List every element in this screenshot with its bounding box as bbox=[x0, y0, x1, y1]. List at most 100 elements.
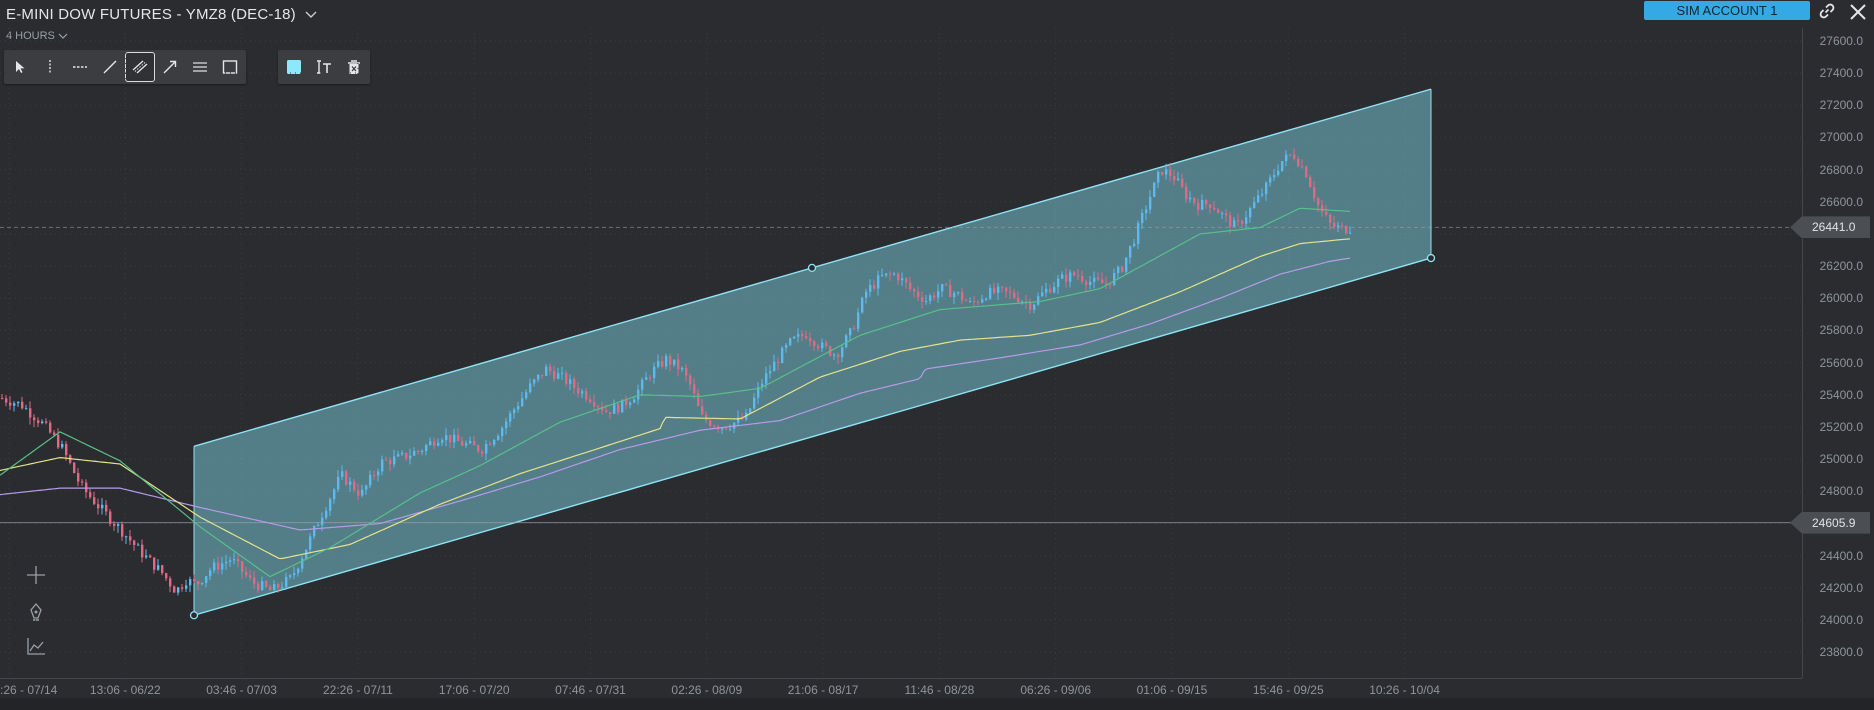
candle-body bbox=[693, 384, 696, 394]
candle-body bbox=[597, 406, 600, 408]
candle-body bbox=[1341, 225, 1344, 227]
price-chart[interactable] bbox=[0, 28, 1802, 678]
time-tick-label: 10:26 - 10/04 bbox=[1369, 683, 1440, 697]
crosshair-tool[interactable] bbox=[24, 563, 48, 587]
candle-body bbox=[513, 409, 516, 414]
candle-body bbox=[341, 471, 344, 477]
candle-body bbox=[45, 421, 48, 423]
candle-body bbox=[617, 404, 620, 413]
candle-body bbox=[685, 367, 688, 376]
candle-body bbox=[361, 489, 364, 496]
candle-body bbox=[241, 561, 244, 573]
candle-body bbox=[61, 444, 64, 448]
candle-body bbox=[553, 371, 556, 379]
candle-body bbox=[213, 562, 216, 571]
candle-body bbox=[225, 561, 228, 564]
candle-body bbox=[165, 573, 168, 579]
timeframe-selector[interactable]: 4 HOURS bbox=[6, 30, 68, 42]
price-scale[interactable]: 23800.024000.024200.024400.024600.024800… bbox=[1802, 28, 1874, 678]
candle-body bbox=[385, 459, 388, 461]
candle-body bbox=[141, 544, 144, 558]
instrument-selector[interactable]: E-MINI DOW FUTURES - YMZ8 (DEC-18) bbox=[6, 6, 318, 23]
candle-body bbox=[205, 576, 208, 583]
candle-body bbox=[1013, 292, 1016, 298]
candle-body bbox=[1181, 178, 1184, 187]
candle-body bbox=[397, 454, 400, 457]
close-icon[interactable] bbox=[1848, 2, 1868, 22]
candle-body bbox=[913, 289, 916, 292]
fibonacci-tool[interactable] bbox=[186, 53, 214, 81]
candle-body bbox=[653, 366, 656, 378]
candle-body bbox=[941, 284, 944, 292]
candle-body bbox=[29, 408, 32, 418]
candle-body bbox=[481, 451, 484, 454]
candle-body bbox=[1317, 198, 1320, 206]
candle-body bbox=[577, 387, 580, 394]
price-tick-label: 27400.0 bbox=[1819, 66, 1863, 81]
channel-handle bbox=[1426, 253, 1436, 263]
candle-body bbox=[825, 342, 828, 347]
candle-body bbox=[709, 420, 712, 426]
candle-body bbox=[537, 374, 540, 380]
price-tick-label: 25000.0 bbox=[1819, 452, 1863, 467]
candle-body bbox=[953, 293, 956, 297]
candle-body bbox=[793, 336, 796, 339]
candle-body bbox=[37, 420, 40, 424]
indicators-tool[interactable] bbox=[24, 634, 48, 658]
candle-body bbox=[957, 292, 960, 294]
price-tick-label: 25200.0 bbox=[1819, 420, 1863, 434]
candle-body bbox=[797, 334, 800, 337]
candle-body bbox=[325, 510, 328, 518]
candle-body bbox=[17, 401, 20, 404]
candle-body bbox=[153, 557, 156, 570]
fill-color-button[interactable] bbox=[280, 53, 308, 81]
horizontal-line-tool[interactable] bbox=[66, 53, 94, 81]
trend-line-tool[interactable] bbox=[96, 53, 124, 81]
candle-body bbox=[21, 401, 24, 409]
candle-body bbox=[841, 347, 844, 358]
candle-body bbox=[33, 417, 36, 421]
arrow-icon bbox=[163, 60, 177, 74]
candle-body bbox=[1301, 166, 1304, 168]
candle-body bbox=[849, 328, 852, 336]
candle-body bbox=[605, 410, 608, 413]
candle-body bbox=[1325, 211, 1328, 215]
candle-body bbox=[593, 402, 596, 407]
channel-handle bbox=[189, 611, 199, 620]
price-tick-label: 25800.0 bbox=[1819, 323, 1863, 338]
text-style-button[interactable] bbox=[310, 53, 338, 81]
candle-body bbox=[1045, 288, 1048, 293]
candle-body bbox=[1093, 277, 1096, 282]
candle-body bbox=[893, 273, 896, 275]
candle-body bbox=[981, 299, 984, 303]
price-tick-label: 26000.0 bbox=[1819, 291, 1863, 306]
candle-body bbox=[1069, 272, 1072, 282]
candle-body bbox=[461, 441, 464, 446]
candle-body bbox=[1041, 292, 1044, 297]
candle-body bbox=[333, 489, 336, 500]
time-tick-label: 17:06 - 07/20 bbox=[438, 683, 510, 697]
parallel-channel-tool[interactable] bbox=[125, 52, 155, 82]
timeframe-label: 4 HOURS bbox=[6, 30, 55, 42]
candle-body bbox=[1037, 296, 1040, 305]
pointer-tool[interactable] bbox=[6, 53, 34, 81]
link-icon[interactable] bbox=[1818, 2, 1836, 20]
candle-body bbox=[133, 540, 136, 545]
account-badge[interactable]: SIM ACCOUNT 1 bbox=[1644, 1, 1810, 20]
candle-body bbox=[721, 428, 724, 430]
price-tick-label: 26800.0 bbox=[1819, 162, 1863, 177]
line-chart-icon bbox=[27, 638, 45, 655]
time-tick-label: 02:26 - 08/09 bbox=[671, 683, 743, 697]
candle-body bbox=[405, 452, 408, 459]
candle-body bbox=[157, 565, 160, 570]
arrow-tool[interactable] bbox=[156, 53, 184, 81]
candle-body bbox=[1209, 204, 1212, 208]
time-axis[interactable]: 22:26 - 07/14 13:06 - 06/22 03:46 - 07/03 2… bbox=[0, 678, 1802, 697]
vertical-line-tool[interactable] bbox=[36, 53, 64, 81]
candle-body bbox=[89, 492, 92, 498]
candle-body bbox=[1029, 301, 1032, 310]
candle-body bbox=[149, 555, 152, 558]
candle-body bbox=[1081, 276, 1084, 282]
candle-body bbox=[501, 428, 504, 437]
candle-body bbox=[757, 387, 760, 398]
